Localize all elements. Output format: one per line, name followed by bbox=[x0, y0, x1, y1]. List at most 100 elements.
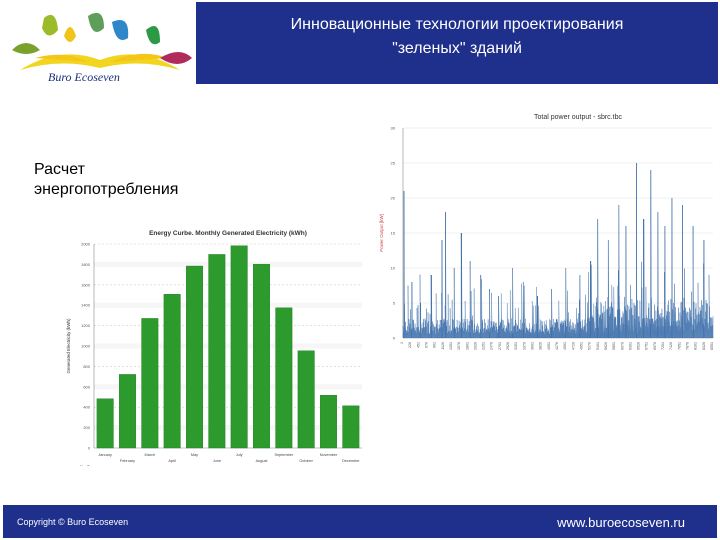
y-tick-label: 1800 bbox=[81, 262, 91, 267]
bar bbox=[141, 318, 159, 449]
x-tick-label: 5176 bbox=[588, 342, 592, 350]
x-tick-label: June bbox=[213, 459, 221, 463]
y-tick-label: 25 bbox=[391, 161, 396, 166]
y-axis-label: Power Output [kW] bbox=[379, 214, 384, 252]
x-tick-label: 5626 bbox=[604, 342, 608, 350]
grid-band bbox=[94, 343, 362, 349]
x-tick-label: November bbox=[320, 453, 338, 457]
x-tick-label: 2026 bbox=[473, 342, 477, 350]
x-tick-label: 6976 bbox=[653, 342, 657, 350]
grid-band bbox=[94, 384, 362, 390]
x-tick-label: January bbox=[98, 453, 112, 457]
chart-title: Energy Curbe. Monthly Generated Electric… bbox=[149, 230, 307, 237]
bar bbox=[96, 398, 114, 449]
x-tick-label: 1576 bbox=[457, 342, 461, 350]
section-label-line1: Расчет bbox=[34, 161, 85, 178]
y-axis-label: Generated Electricity (kWh) bbox=[66, 318, 71, 374]
grid-band bbox=[94, 261, 362, 267]
x-tick-label: 4051 bbox=[547, 342, 551, 350]
x-tick-label: 5851 bbox=[612, 342, 616, 350]
x-tick-label: 3376 bbox=[522, 342, 526, 350]
x-tick-label: 4726 bbox=[571, 342, 575, 350]
y-tick-label: 200 bbox=[83, 425, 90, 430]
x-tick-label: 7876 bbox=[686, 342, 690, 350]
x-tick-label: 4501 bbox=[563, 342, 567, 350]
section-label-line2: энергопотребления bbox=[34, 181, 179, 198]
x-tick-label: September bbox=[275, 453, 294, 457]
x-tick-label: 7426 bbox=[669, 342, 673, 350]
line-chart-svg: Total power output - sbrc.tbc Power Outpu… bbox=[379, 114, 714, 350]
x-tick-label: 8326 bbox=[702, 342, 706, 350]
page-footer: Copyright © Buro Ecoseven www.buroecosev… bbox=[3, 505, 717, 538]
grid-band bbox=[94, 302, 362, 308]
y-tick-label: 600 bbox=[83, 384, 90, 389]
x-tick-label: 1 bbox=[400, 342, 404, 344]
grid-band bbox=[94, 425, 362, 431]
x-tick-label: 676 bbox=[424, 342, 428, 348]
y-tick-label: 5 bbox=[393, 301, 396, 306]
x-tick-label: 3151 bbox=[514, 342, 518, 350]
y-tick-label: 30 bbox=[391, 126, 396, 131]
bar bbox=[230, 245, 248, 449]
logo-text: Buro Ecoseven bbox=[48, 70, 120, 84]
brand-logo: Buro Ecoseven bbox=[0, 0, 196, 86]
y-tick-label: 800 bbox=[83, 364, 90, 369]
website-link[interactable]: www.buroecoseven.ru bbox=[557, 515, 685, 530]
x-tick-label: 6751 bbox=[645, 342, 649, 350]
section-label: Расчет энергопотребления bbox=[34, 160, 234, 200]
x-tick-label: 6301 bbox=[628, 342, 632, 350]
y-tick-label: 15 bbox=[391, 231, 396, 236]
x-tick-label: October bbox=[299, 459, 313, 463]
x-tick-label: 3826 bbox=[539, 342, 543, 350]
x-tick-label: 1351 bbox=[449, 342, 453, 350]
chart-title: Total power output - sbrc.tbc bbox=[534, 114, 622, 121]
x-tick-label: 5401 bbox=[596, 342, 600, 350]
series-line bbox=[402, 162, 714, 339]
y-tick-label: 1000 bbox=[81, 344, 91, 349]
bar bbox=[253, 263, 270, 449]
x-tick-label: 7201 bbox=[661, 342, 665, 350]
bar bbox=[119, 374, 136, 449]
bar-chart-svg: Energy Curbe. Monthly Generated Electric… bbox=[66, 230, 362, 475]
x-tick-label: July bbox=[236, 453, 243, 457]
bar bbox=[320, 395, 337, 449]
y-tick-label: 1600 bbox=[81, 282, 91, 287]
x-tick-label: 2476 bbox=[490, 342, 494, 350]
bar bbox=[208, 254, 226, 449]
x-tick-label: 2926 bbox=[506, 342, 510, 350]
bar bbox=[163, 294, 181, 449]
y-tick-label: 10 bbox=[391, 266, 396, 271]
y-tick-label: 1400 bbox=[81, 303, 91, 308]
table-row-header: No. B bbox=[80, 465, 90, 466]
page-header: Инновационные технологии проектирования … bbox=[196, 2, 718, 84]
monthly-electricity-chart: Energy Curbe. Monthly Generated Electric… bbox=[62, 222, 366, 475]
x-tick-label: 226 bbox=[408, 342, 412, 348]
y-tick-label: 400 bbox=[83, 405, 90, 410]
x-tick-label: 7651 bbox=[677, 342, 681, 350]
bar bbox=[297, 350, 315, 449]
bar bbox=[342, 405, 360, 449]
x-tick-label: 2701 bbox=[498, 342, 502, 350]
x-tick-label: 8551 bbox=[710, 342, 714, 350]
x-tick-label: August bbox=[256, 459, 269, 463]
page-title-line2: "зеленых" зданий bbox=[392, 40, 522, 57]
bar bbox=[275, 307, 293, 449]
x-tick-label: 3601 bbox=[531, 342, 535, 350]
power-output-chart: Total power output - sbrc.tbc Power Outpu… bbox=[373, 108, 717, 370]
x-tick-label: 451 bbox=[416, 342, 420, 348]
y-tick-label: 0 bbox=[393, 336, 396, 341]
x-tick-label: 4276 bbox=[555, 342, 559, 350]
x-tick-label: February bbox=[120, 459, 135, 463]
x-tick-label: December bbox=[342, 459, 360, 463]
x-tick-label: May bbox=[191, 453, 198, 457]
y-tick-label: 2000 bbox=[81, 242, 91, 247]
leaf-sun-logo-icon bbox=[12, 12, 192, 70]
y-tick-label: 1200 bbox=[81, 323, 91, 328]
x-tick-label: March bbox=[145, 453, 156, 457]
x-tick-label: 901 bbox=[433, 342, 437, 348]
x-tick-label: April bbox=[168, 459, 176, 463]
x-tick-label: 6526 bbox=[637, 342, 641, 350]
y-tick-label: 0 bbox=[88, 446, 91, 451]
bar bbox=[186, 265, 203, 449]
page-title-line1: Инновационные технологии проектирования bbox=[290, 16, 624, 33]
